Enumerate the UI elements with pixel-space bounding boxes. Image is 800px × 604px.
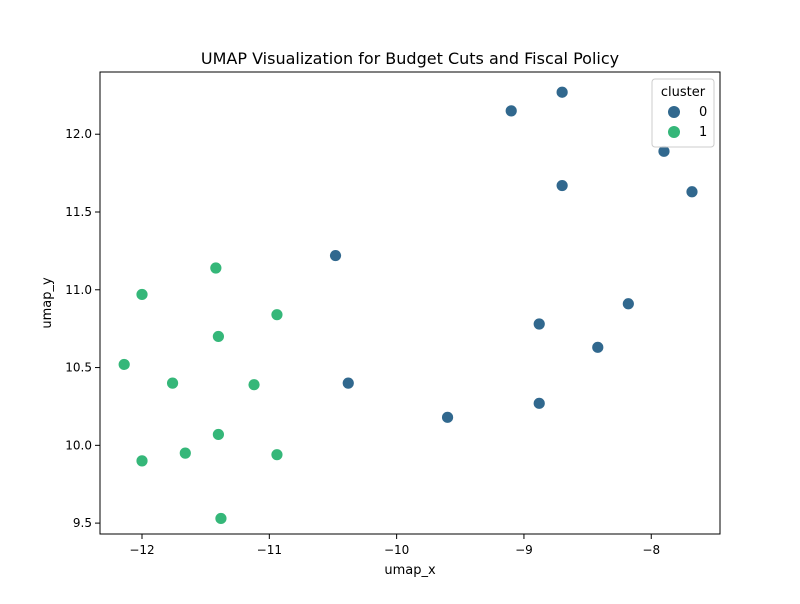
data-point-cluster-0 — [441, 410, 454, 424]
y-tick-label: 11.5 — [65, 205, 92, 219]
legend: cluster 0 1 — [651, 78, 715, 148]
plot-area: −12 −11 −10 −9 −8 9.5 10.0 10.5 11.0 11.5 12.0 — [65, 71, 721, 557]
data-point-cluster-1 — [209, 261, 223, 275]
data-point-cluster-0 — [341, 376, 355, 390]
x-tick-label: −9 — [515, 543, 533, 557]
data-point-cluster-1 — [166, 376, 179, 390]
x-tick-label: −11 — [257, 543, 282, 557]
y-tick-label: 12.0 — [65, 127, 92, 141]
data-point-cluster-1 — [135, 454, 149, 468]
y-axis-label: umap_y — [40, 277, 55, 329]
x-tick-label: −8 — [642, 543, 660, 557]
axes-frame — [99, 71, 721, 535]
data-point-cluster-0 — [621, 297, 635, 311]
x-axis-label: umap_x — [384, 563, 436, 578]
data-point-cluster-0 — [532, 396, 546, 410]
x-tick-label: −12 — [129, 543, 154, 557]
legend-marker-1 — [668, 126, 680, 138]
data-point-cluster-1 — [214, 512, 228, 525]
data-point-cluster-1 — [270, 308, 284, 322]
legend-label-0: 0 — [699, 105, 707, 120]
legend-title: cluster — [661, 85, 706, 100]
y-tick-label: 10.5 — [65, 361, 92, 375]
y-tick-label: 11.0 — [65, 283, 92, 297]
data-point-cluster-0 — [504, 104, 518, 118]
data-point-cluster-1 — [211, 330, 225, 343]
data-point-cluster-0 — [555, 179, 569, 192]
data-point-cluster-0 — [555, 85, 569, 99]
data-point-cluster-0 — [685, 185, 699, 199]
data-point-cluster-1 — [178, 446, 192, 460]
data-point-cluster-1 — [247, 378, 261, 392]
data-point-cluster-1 — [211, 428, 225, 441]
y-tick-label: 10.0 — [65, 438, 92, 452]
data-point-cluster-1 — [135, 288, 149, 301]
data-point-cluster-0 — [329, 249, 342, 262]
legend-frame — [651, 78, 715, 148]
data-point-cluster-0 — [591, 340, 605, 354]
chart-title: UMAP Visualization for Budget Cuts and F… — [201, 49, 619, 68]
data-point-cluster-1 — [270, 448, 284, 462]
data-point-cluster-1 — [117, 358, 131, 371]
legend-marker-0 — [668, 106, 680, 118]
data-point-cluster-0 — [532, 317, 546, 331]
x-tick-label: −10 — [384, 543, 409, 557]
legend-label-1: 1 — [699, 125, 707, 140]
y-tick-label: 9.5 — [73, 516, 92, 530]
